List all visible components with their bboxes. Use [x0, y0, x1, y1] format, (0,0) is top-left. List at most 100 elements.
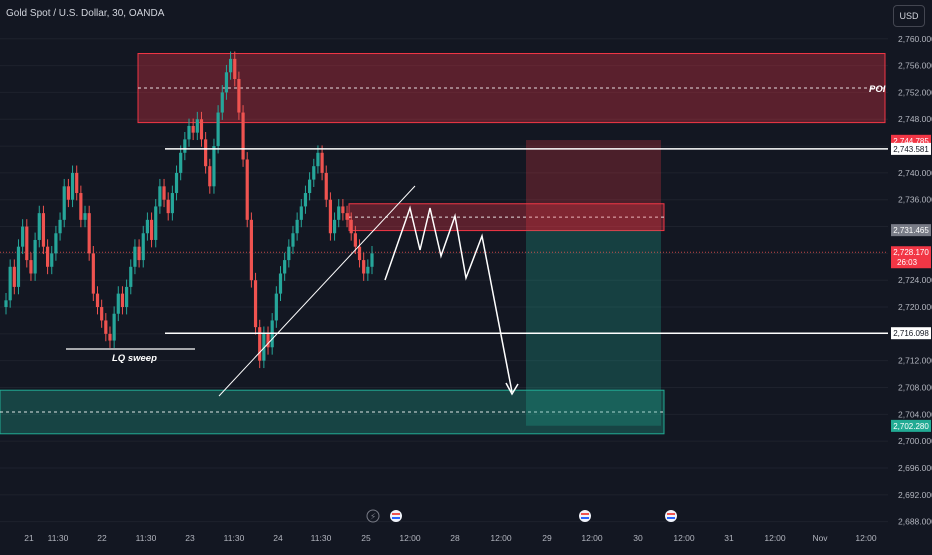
candle-body — [316, 152, 320, 167]
time-tick-label: 12:00 — [399, 533, 421, 543]
time-tick-label: 11:30 — [224, 533, 245, 543]
candle-body — [166, 199, 170, 214]
zones — [0, 53, 888, 435]
price-label — [891, 224, 931, 237]
candle-body — [41, 213, 46, 247]
candle-body — [191, 125, 195, 133]
candle-body — [29, 260, 33, 274]
candle-body — [312, 166, 316, 180]
price-tick-label: 2,760.000 — [898, 34, 932, 44]
candle-body — [70, 172, 75, 200]
price-tick-label: 2,688.000 — [898, 517, 932, 527]
candle-body — [353, 233, 357, 247]
candle-body — [116, 293, 120, 314]
candle-body — [253, 280, 258, 328]
candle-body — [125, 286, 129, 308]
time-tick-label: 28 — [450, 533, 460, 543]
candle-body — [108, 333, 112, 341]
candle-body — [249, 219, 253, 281]
candle-body — [50, 253, 54, 267]
event-flag-icon — [579, 510, 591, 522]
price-tick-label: 2,756.000 — [898, 61, 932, 71]
candle-body — [341, 206, 345, 214]
time-tick-label: 30 — [633, 533, 643, 543]
projection-path — [384, 205, 513, 393]
price-axis[interactable]: 2,760.000 2,756.000 2,752.000 2,748.000 2,74… — [891, 34, 932, 527]
candle-body — [16, 246, 21, 287]
candle-body — [174, 172, 179, 194]
candle-body — [241, 112, 245, 160]
candle-body — [12, 266, 16, 287]
candle-body — [83, 213, 87, 220]
price-label — [891, 327, 931, 340]
candle-body — [199, 119, 204, 140]
candle-body — [87, 213, 91, 254]
price-tick-label: 2,712.000 — [898, 356, 932, 366]
poi-label: POI — [869, 84, 886, 95]
candle-body — [295, 219, 299, 234]
candle-body — [220, 92, 224, 113]
candle-body — [324, 172, 328, 200]
candle-body — [308, 179, 312, 194]
candles — [4, 51, 374, 369]
candle-body — [141, 233, 145, 261]
currency-button[interactable]: USD — [893, 5, 925, 27]
candle-body — [179, 152, 183, 173]
grid — [0, 38, 888, 523]
projection-arrowhead — [505, 382, 519, 396]
candle-body — [4, 300, 8, 308]
candle-body — [187, 125, 191, 140]
price-tick-label: 2,700.000 — [898, 436, 932, 446]
price-tick-label: 2,720.000 — [898, 302, 932, 312]
candle-body — [66, 186, 70, 200]
candle-body — [37, 213, 41, 240]
candle-body — [216, 112, 220, 147]
countdown-label: 26:03 — [897, 258, 918, 267]
lightning-icon: ⚡ — [370, 512, 376, 522]
time-tick-label: 12:00 — [673, 533, 695, 543]
candle-body — [366, 266, 370, 274]
time-tick-label: 25 — [361, 533, 371, 543]
candle-body — [100, 307, 104, 321]
time-tick-label: 22 — [97, 533, 107, 543]
time-tick-label: 12:00 — [581, 533, 603, 543]
candle-body — [120, 293, 125, 308]
candle-body — [283, 260, 287, 274]
candle-body — [45, 246, 50, 267]
price-label — [891, 419, 931, 432]
flag-stripe — [667, 517, 675, 519]
candle-body — [145, 219, 150, 234]
candle-body — [8, 266, 12, 301]
flag-stripe — [667, 513, 675, 515]
candle-body — [266, 333, 270, 348]
time-tick-label: 23 — [185, 533, 195, 543]
candle-body — [357, 246, 362, 261]
price-tick-label: 2,748.000 — [898, 114, 932, 124]
candle-body — [158, 186, 162, 207]
candle-body — [337, 206, 341, 220]
event-flag-icon — [665, 510, 677, 522]
time-tick-label: 12:00 — [764, 533, 786, 543]
price-label-text: 2,702.280 — [893, 422, 929, 431]
candle-body — [149, 219, 154, 240]
time-tick-label: 12:00 — [855, 533, 877, 543]
flag-stripe — [392, 517, 400, 519]
lq-sweep-label: LQ sweep — [112, 353, 157, 364]
time-tick-label: 12:00 — [490, 533, 512, 543]
candle-body — [299, 206, 303, 220]
candle-body — [245, 159, 249, 220]
candle-body — [58, 219, 62, 234]
candle-body — [345, 213, 349, 220]
candle-body — [233, 58, 237, 80]
time-axis[interactable]: 21 11:30 22 11:30 23 11:30 24 11:30 25 12:00 28 12:… — [24, 533, 877, 543]
candle-body — [204, 139, 208, 167]
candle-body — [154, 206, 158, 240]
candle-body — [362, 260, 366, 274]
candle-body — [104, 320, 108, 334]
candle-body — [33, 239, 37, 274]
price-label-text: 2,716.098 — [893, 329, 929, 338]
price-label-text: 2,731.465 — [893, 226, 929, 235]
candle-body — [21, 226, 25, 247]
